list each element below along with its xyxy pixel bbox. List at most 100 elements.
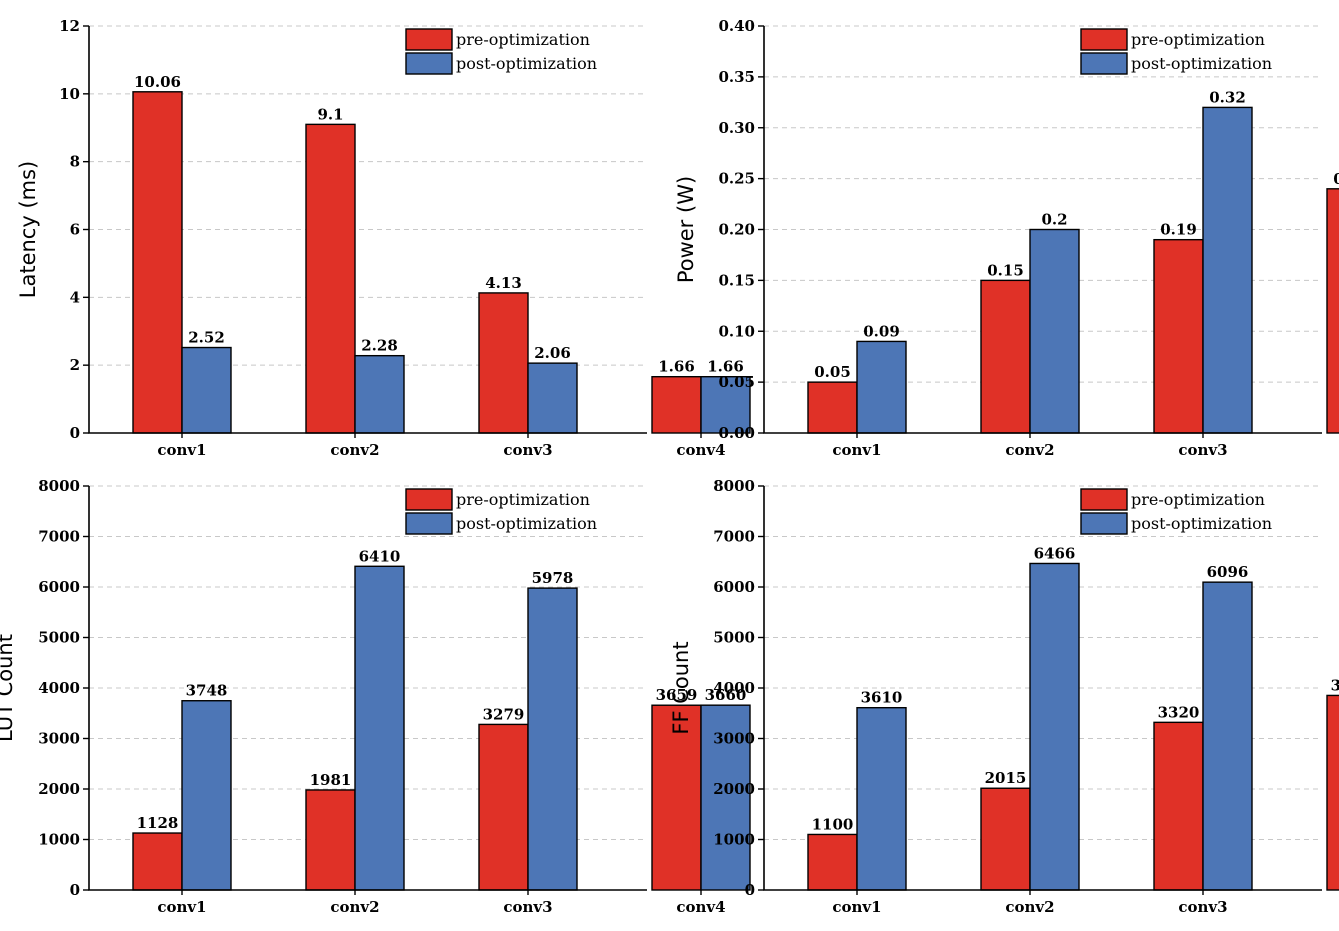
legend-swatch-pre bbox=[405, 488, 453, 511]
data-label-pre-conv2: 9.1 bbox=[317, 105, 343, 123]
legend-label-pre: pre-optimization bbox=[456, 490, 590, 509]
y-axis-title: Power (W) bbox=[674, 176, 698, 283]
legend-label-pre: pre-optimization bbox=[1131, 490, 1265, 509]
bar-pre-conv1 bbox=[132, 832, 183, 891]
legend-swatch-post bbox=[405, 52, 453, 75]
bar-pre-conv2 bbox=[980, 787, 1031, 891]
data-label-pre-conv2: 2015 bbox=[985, 769, 1027, 787]
bar-pre-conv4 bbox=[1326, 694, 1339, 891]
x-tick-label-conv1: conv1 bbox=[832, 441, 881, 459]
y-tick-label: 6000 bbox=[38, 578, 80, 596]
legend-label-pre: pre-optimization bbox=[456, 30, 590, 49]
data-label-pre-conv3: 0.19 bbox=[1160, 221, 1197, 239]
data-label-post-conv1: 0.09 bbox=[863, 322, 900, 340]
y-tick-label: 0.00 bbox=[718, 424, 755, 442]
y-tick-label: 1000 bbox=[713, 831, 755, 849]
legend-label-pre: pre-optimization bbox=[1131, 30, 1265, 49]
y-axis-title: LUT Count bbox=[0, 634, 17, 742]
data-label-pre-conv4: 3659 bbox=[656, 686, 698, 704]
legend-swatch-pre bbox=[1080, 28, 1128, 51]
y-tick-label: 2 bbox=[70, 356, 80, 374]
chart-panel-ff: 1100 3610 conv1 2015 6466 conv2 3320 6096 conv3 3… bbox=[669, 477, 1339, 916]
y-tick-label: 1000 bbox=[38, 831, 80, 849]
axes-frame bbox=[763, 486, 1322, 891]
y-tick-label: 0.20 bbox=[718, 221, 755, 239]
bar-pre-conv2 bbox=[305, 123, 356, 434]
y-tick-label: 7000 bbox=[38, 528, 80, 546]
x-tick-label-conv2: conv2 bbox=[1005, 898, 1054, 916]
legend: pre-optimization post-optimization bbox=[405, 28, 597, 75]
legend-swatch-post bbox=[405, 512, 453, 535]
data-label-pre-conv4: 0.24 bbox=[1333, 170, 1339, 188]
data-label-post-conv1: 2.52 bbox=[188, 329, 225, 347]
y-tick-label: 0.25 bbox=[718, 170, 755, 188]
data-label-post-conv1: 3610 bbox=[861, 689, 903, 707]
y-tick-label: 0 bbox=[745, 881, 755, 899]
bar-pre-conv3 bbox=[1153, 238, 1204, 434]
data-label-pre-conv1: 10.06 bbox=[134, 73, 181, 91]
x-tick-label-conv3: conv3 bbox=[503, 898, 552, 916]
y-tick-label: 5000 bbox=[713, 629, 755, 647]
y-tick-label: 0 bbox=[70, 424, 80, 442]
y-tick-label: 8000 bbox=[38, 477, 80, 495]
x-tick-label-conv4: conv4 bbox=[676, 441, 725, 459]
bar-pre-conv3 bbox=[478, 723, 529, 891]
bar-post-conv2 bbox=[354, 565, 405, 891]
bar-post-conv1 bbox=[181, 346, 232, 434]
y-tick-label: 3000 bbox=[38, 730, 80, 748]
x-tick-label-conv1: conv1 bbox=[157, 441, 206, 459]
data-label-post-conv2: 6410 bbox=[359, 547, 401, 565]
data-label-pre-conv1: 1100 bbox=[812, 815, 854, 833]
y-tick-label: 7000 bbox=[713, 528, 755, 546]
legend: pre-optimization post-optimization bbox=[1080, 28, 1272, 75]
bar-post-conv3 bbox=[1202, 106, 1253, 434]
legend-label-post: post-optimization bbox=[456, 54, 597, 73]
bar-post-conv2 bbox=[1029, 228, 1080, 434]
y-tick-label: 2000 bbox=[713, 780, 755, 798]
legend-label-post: post-optimization bbox=[1131, 54, 1272, 73]
y-tick-label: 12 bbox=[59, 17, 80, 35]
data-label-pre-conv3: 3320 bbox=[1158, 703, 1200, 721]
data-label-pre-conv1: 1128 bbox=[137, 814, 179, 832]
y-tick-label: 0 bbox=[70, 881, 80, 899]
data-label-post-conv3: 6096 bbox=[1207, 563, 1249, 581]
data-label-pre-conv3: 3279 bbox=[483, 705, 525, 723]
y-tick-label: 0.40 bbox=[718, 17, 755, 35]
x-tick-label-conv4: conv4 bbox=[676, 898, 725, 916]
bar-pre-conv3 bbox=[1153, 721, 1204, 891]
y-tick-label: 8000 bbox=[713, 477, 755, 495]
y-tick-label: 8 bbox=[70, 153, 80, 171]
legend-label-post: post-optimization bbox=[1131, 514, 1272, 533]
legend-swatch-post bbox=[1080, 512, 1128, 535]
y-tick-label: 10 bbox=[59, 85, 80, 103]
chart-panel-latency: 10.06 2.52 conv1 9.1 2.28 conv2 4.13 2.06 conv3 1… bbox=[16, 17, 751, 459]
data-label-post-conv2: 2.28 bbox=[361, 337, 398, 355]
legend-swatch-post bbox=[1080, 52, 1128, 75]
x-tick-label-conv1: conv1 bbox=[832, 898, 881, 916]
y-tick-label: 0.05 bbox=[718, 373, 755, 391]
bar-pre-conv1 bbox=[807, 833, 858, 891]
data-label-post-conv3: 5978 bbox=[532, 569, 574, 587]
bar-pre-conv1 bbox=[132, 91, 183, 434]
bar-pre-conv4 bbox=[651, 375, 702, 434]
data-label-post-conv3: 0.32 bbox=[1209, 88, 1246, 106]
bar-post-conv1 bbox=[856, 340, 907, 434]
bar-post-conv3 bbox=[1202, 581, 1253, 891]
axes-frame bbox=[763, 26, 1322, 434]
y-tick-label: 4000 bbox=[713, 679, 755, 697]
bar-post-conv3 bbox=[527, 587, 578, 891]
bar-pre-conv4 bbox=[1326, 188, 1339, 434]
legend-label-post: post-optimization bbox=[456, 514, 597, 533]
chart-panel-power: 0.05 0.09 conv1 0.15 0.2 conv2 0.19 0.32 conv3 0.… bbox=[674, 17, 1339, 459]
data-label-post-conv3: 2.06 bbox=[534, 344, 571, 362]
y-tick-label: 5000 bbox=[38, 629, 80, 647]
bar-post-conv2 bbox=[1029, 562, 1080, 891]
y-tick-label: 4 bbox=[70, 288, 80, 306]
legend: pre-optimization post-optimization bbox=[405, 488, 597, 535]
bar-post-conv1 bbox=[856, 706, 907, 891]
y-tick-label: 6 bbox=[70, 221, 80, 239]
data-label-pre-conv1: 0.05 bbox=[814, 363, 851, 381]
y-axis-title: FF Count bbox=[669, 641, 693, 734]
data-label-pre-conv2: 0.15 bbox=[987, 261, 1024, 279]
